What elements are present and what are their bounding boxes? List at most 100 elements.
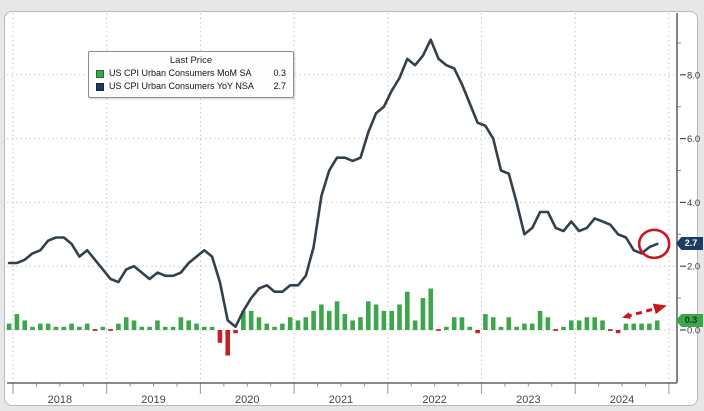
mom-bar [514,326,519,330]
mom-bar [69,323,74,330]
mom-bar [444,326,449,330]
mom-bar [584,317,590,330]
y-axis-label: 6.0 [687,134,700,145]
mom-bar-negative [233,330,238,334]
trend-arrow-annotation [625,307,654,319]
mom-bar [45,323,51,330]
mom-bar [623,323,629,330]
mom-bar [365,301,371,330]
mom-bar [248,310,254,330]
mom-bar [639,323,644,330]
mom-bar [483,314,488,330]
mom-bar [123,317,129,330]
mom-bar [498,326,504,330]
mom-bar [272,326,277,330]
mom-bar [162,326,168,330]
legend-label-yoy: US CPI Urban Consumers YoY NSA [109,81,254,91]
mom-bar [77,326,82,330]
mom-bar [358,317,363,330]
mom-bar [194,323,199,330]
mom-last-price-badge: 0.3 [676,314,703,327]
x-axis-year-label: 2023 [516,394,540,406]
mom-bar [147,326,152,330]
mom-bar-negative [217,330,223,343]
mom-bar [537,310,543,330]
x-axis-year-label: 2021 [329,394,353,406]
mom-bar-zero [108,329,113,331]
mom-bar-negative [475,330,480,334]
mom-bar [326,310,332,330]
mom-bar [280,323,285,330]
legend: Last Price US CPI Urban Consumers MoM SA… [88,51,294,98]
mom-bar [170,326,176,330]
legend-value-yoy: 2.7 [273,81,286,91]
y-axis-label: 2.0 [687,262,700,273]
mom-bar [38,323,43,330]
x-axis-year-label: 2024 [610,394,634,406]
mom-bar [561,326,566,330]
mom-bar [131,320,137,330]
mom-bar [631,323,637,330]
mom-bar [451,317,457,330]
mom-bar [334,301,340,330]
mom-bar [654,320,660,330]
mom-bar [287,317,293,330]
mom-bar [202,326,207,330]
mom-bar [209,326,215,330]
mom-bar-zero [92,329,98,331]
x-axis-year-label: 2022 [422,394,446,406]
mom-bar [545,317,551,330]
mom-bar [100,326,106,330]
mom-bar [116,323,121,330]
mom-bar [22,320,28,330]
mom-bar-zero [553,329,558,331]
mom-bar [30,326,35,330]
mom-bar [311,310,316,330]
mom-bar [389,310,395,330]
mom-bar [350,320,355,330]
legend-title: Last Price [169,55,213,66]
mom-bar [405,291,410,330]
legend-value-mom: 0.3 [273,68,286,78]
mom-series-swatch-icon [96,69,104,78]
y-axis-label: 8.0 [687,70,700,81]
mom-bar [256,317,262,330]
arrow-head-icon [652,303,667,315]
mom-bar [84,323,90,330]
yoy-line [7,38,659,329]
mom-bar-negative [615,330,621,334]
mom-bar [420,298,426,330]
mom-bar [295,320,301,330]
mom-bar [600,320,605,330]
mom-bar [303,317,309,330]
yoy-last-price-badge: 2.7 [676,237,703,250]
x-axis-year-label: 2019 [141,394,165,406]
mom-bar [241,310,246,330]
yoy-series-swatch-icon [96,82,104,91]
mom-bar [178,317,184,330]
mom-bar [647,323,652,330]
mom-bar [490,317,496,330]
x-axis-year-label: 2020 [235,394,259,406]
legend-row-mom: US CPI Urban Consumers MoM SA 0.3 [96,67,286,80]
mom-bar-zero [436,329,441,331]
highlight-circle-annotation [637,228,671,260]
x-axis-year-label: 2018 [48,394,72,406]
mom-bar [373,304,379,330]
mom-bar [6,323,12,330]
y-axis-label: 0.0 [687,326,700,337]
mom-bar [459,317,465,330]
mom-bar [568,320,574,330]
mom-bar [139,326,145,330]
mom-bar [14,314,20,330]
mom-bar [522,323,527,330]
mom-bar [592,317,598,330]
mom-bar [186,320,191,330]
mom-bar [467,326,473,330]
mom-bar [53,326,59,330]
y-axis-label: 4.0 [687,198,700,209]
mom-bar [428,288,434,330]
mom-bar [529,323,535,330]
legend-label-mom: US CPI Urban Consumers MoM SA [109,68,252,78]
